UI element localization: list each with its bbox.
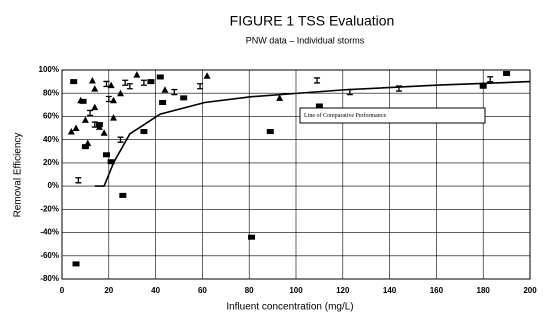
square-marker	[248, 234, 256, 240]
triangle-marker	[72, 124, 80, 132]
plot-frame	[61, 69, 531, 280]
square-marker	[140, 129, 148, 135]
square-marker	[503, 70, 511, 76]
y-tick-label: 100%	[39, 65, 59, 74]
triangle-marker	[161, 86, 169, 93]
ibeam-marker	[122, 79, 129, 86]
square-marker	[147, 79, 155, 85]
square-marker	[119, 192, 127, 198]
chart-title: FIGURE 1 TSS Evaluation	[230, 13, 395, 29]
ibeam-marker	[103, 80, 110, 88]
ibeam-marker	[91, 121, 98, 128]
ibeam-marker	[126, 83, 133, 90]
square-marker	[79, 98, 87, 104]
y-tick-label: -20%	[40, 204, 59, 213]
x-tick-label: 160	[430, 286, 444, 295]
ibeam-marker	[314, 77, 321, 84]
ibeam-marker	[487, 76, 494, 83]
x-tick-label: 60	[198, 286, 207, 295]
triangle-marker	[133, 71, 141, 78]
square-marker	[107, 159, 115, 165]
x-tick-label: 140	[383, 286, 397, 295]
square-marker	[266, 129, 274, 135]
y-tick-label: 0%	[47, 181, 59, 190]
triangle-marker	[88, 76, 96, 84]
annotation-box	[299, 107, 486, 124]
y-tick-label: 40%	[43, 135, 59, 144]
y-tick-label: -60%	[40, 251, 59, 260]
ibeam-marker	[105, 95, 112, 103]
chart-subtitle: PNW data – Individual storms	[246, 35, 365, 45]
triangle-marker	[81, 116, 89, 123]
performance-line	[94, 80, 531, 187]
x-tick-label: 80	[245, 286, 254, 295]
ibeam-marker	[75, 177, 82, 184]
annotation: Line of Comparative Performance	[304, 112, 386, 119]
y-axis-label: Removal Efficiency	[13, 133, 24, 218]
square-marker	[72, 261, 80, 267]
triangle-marker	[91, 85, 99, 92]
square-marker	[81, 144, 89, 150]
y-tick-label: 60%	[43, 112, 59, 121]
x-tick-label: 120	[336, 286, 350, 295]
square-marker	[70, 79, 78, 85]
ibeam-marker	[87, 109, 94, 117]
square-marker	[159, 100, 167, 106]
triangle-marker	[67, 128, 75, 135]
y-tick-label: -80%	[40, 274, 59, 283]
triangle-marker	[276, 94, 284, 101]
triangle-marker	[109, 96, 117, 104]
square-marker	[315, 103, 323, 109]
square-marker	[102, 152, 110, 158]
ibeam-marker	[117, 136, 124, 143]
square-marker	[479, 83, 487, 89]
triangle-marker	[117, 89, 124, 97]
x-tick-label: 20	[104, 286, 113, 295]
ibeam-marker	[171, 88, 178, 96]
square-marker	[180, 95, 188, 101]
square-marker	[95, 122, 103, 128]
x-tick-label: 180	[477, 286, 491, 295]
ibeam-marker	[197, 83, 204, 90]
x-axis-label: Influent concentration (mg/L)	[226, 302, 353, 313]
triangle-marker	[91, 103, 99, 111]
x-tick-label: 0	[60, 286, 65, 295]
y-tick-label: 20%	[43, 158, 59, 167]
triangle-marker	[109, 114, 117, 121]
y-tick-label: -40%	[40, 228, 59, 237]
x-tick-label: 40	[151, 286, 160, 295]
triangle-marker	[100, 129, 108, 136]
x-tick-label: 100	[289, 286, 303, 295]
y-tick-label: 80%	[43, 88, 59, 97]
ibeam-marker	[140, 79, 147, 86]
triangle-marker	[203, 72, 211, 79]
square-marker	[156, 74, 164, 80]
x-tick-label: 200	[523, 286, 537, 295]
